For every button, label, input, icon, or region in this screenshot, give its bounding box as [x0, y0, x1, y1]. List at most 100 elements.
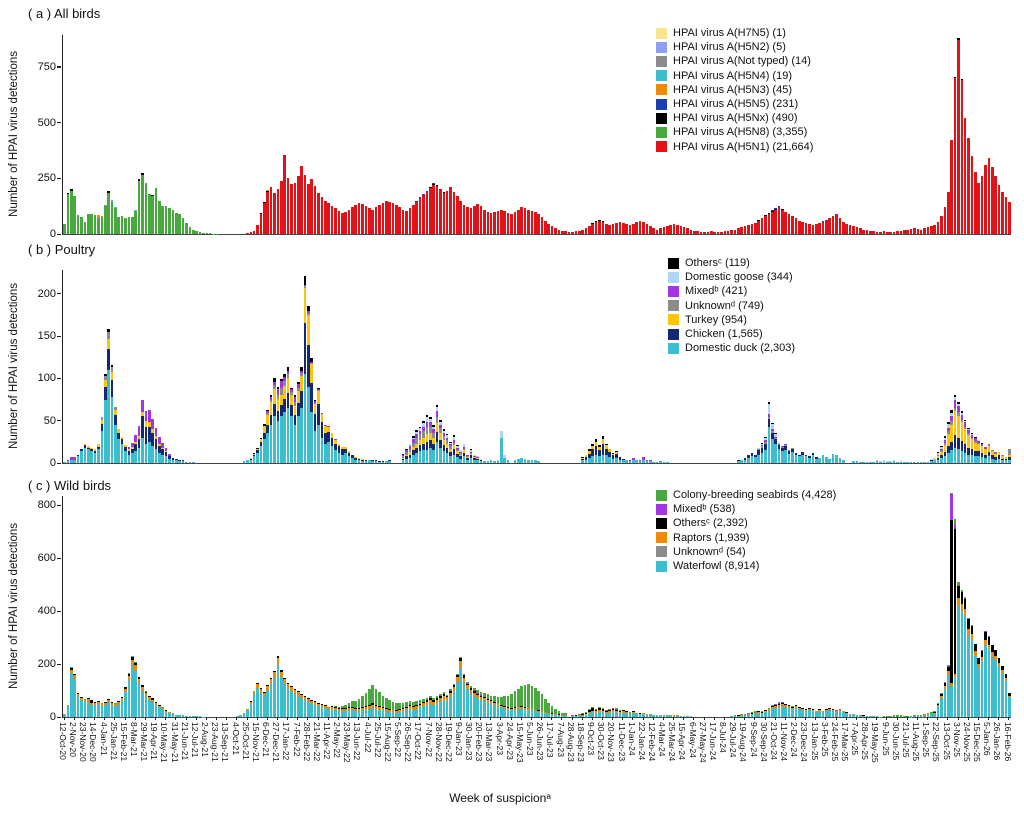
bar-segment — [733, 714, 737, 716]
bar-segment — [283, 412, 286, 463]
bar-segment — [134, 451, 137, 463]
bar-segment — [307, 344, 310, 387]
bar-segment — [391, 701, 395, 710]
bar-segment — [489, 700, 493, 702]
bar-segment — [506, 212, 510, 234]
bar-segment — [886, 461, 889, 463]
bar-segment — [449, 446, 452, 449]
x-tick-label: 4-Jul-22 — [362, 722, 373, 753]
bar — [984, 631, 987, 717]
bar-segment — [442, 699, 446, 717]
bar-segment — [175, 212, 178, 234]
bar-segment — [401, 455, 405, 457]
x-tick-mark — [998, 717, 1000, 720]
legend-row: Domestic goose (344) — [668, 270, 795, 284]
bar-segment — [506, 707, 510, 709]
bar — [110, 701, 114, 717]
x-tick-label: 1-Jan-24 — [626, 722, 637, 756]
bar — [957, 582, 960, 717]
bar — [506, 460, 510, 463]
x-tick-mark — [104, 717, 106, 720]
bar-segment — [503, 455, 507, 458]
bar-segment — [804, 711, 808, 717]
bar — [520, 686, 523, 717]
bar — [842, 459, 845, 463]
bar — [151, 698, 154, 717]
bar-segment — [103, 380, 107, 387]
bar-segment — [913, 716, 916, 717]
bar-segment — [107, 348, 110, 370]
bar — [401, 209, 405, 234]
bar-segment — [476, 692, 479, 694]
bar — [943, 207, 947, 234]
bar-segment — [205, 233, 209, 234]
bar-segment — [882, 231, 886, 234]
bar — [787, 450, 791, 463]
x-tick-label: 15-Aug-22 — [382, 722, 393, 762]
bar — [320, 197, 324, 234]
bar-segment — [351, 706, 354, 708]
bar — [652, 462, 655, 463]
bar-segment — [740, 227, 744, 234]
legend-swatch — [656, 98, 667, 110]
x-tick-label: 13-Jan-25 — [809, 722, 820, 761]
bar-segment — [950, 519, 953, 684]
legend-row: HPAI virus A(H5N3) (45) — [656, 83, 813, 97]
bar — [442, 692, 446, 717]
bar-segment — [435, 696, 439, 699]
bar-segment — [327, 426, 330, 432]
bar-segment — [286, 688, 290, 717]
bar-segment — [980, 445, 984, 447]
bar-segment — [476, 697, 479, 717]
bar-segment — [588, 226, 591, 234]
bar — [682, 227, 686, 234]
bar — [747, 455, 750, 463]
bar — [168, 208, 171, 234]
bar-segment — [428, 188, 432, 234]
bar — [814, 457, 818, 463]
bar — [445, 694, 449, 717]
bar-segment — [141, 685, 144, 687]
bar-segment — [791, 447, 794, 449]
bar-segment — [83, 700, 87, 703]
bar — [869, 230, 872, 234]
bar-segment — [858, 228, 862, 234]
bar-segment — [259, 437, 263, 439]
bar-segment — [154, 435, 158, 440]
bar-segment — [110, 704, 114, 717]
bar — [134, 435, 137, 463]
bar-segment — [831, 708, 835, 710]
bar-segment — [977, 440, 981, 442]
bar — [334, 706, 337, 717]
bar-segment — [774, 706, 777, 708]
bar-segment — [87, 449, 90, 463]
bar-segment — [936, 704, 940, 707]
bar-segment — [547, 713, 551, 717]
bar-segment — [946, 666, 950, 671]
panel-b-legend: Othersᶜ (119) Domestic goose (344) Mixedᵇ … — [668, 256, 795, 355]
bar-segment — [990, 167, 994, 234]
bar — [368, 208, 371, 234]
bar — [279, 670, 283, 717]
bar — [263, 201, 266, 234]
bar — [706, 231, 710, 234]
bar — [158, 200, 161, 234]
bar — [340, 446, 344, 463]
x-tick-mark — [205, 717, 207, 720]
bar-segment — [107, 369, 110, 463]
y-tick-label: 200 — [37, 658, 56, 670]
x-tick-label: 11-Aug-25 — [911, 722, 922, 762]
bar-segment — [66, 459, 70, 462]
bar-segment — [307, 699, 310, 703]
bar-segment — [946, 664, 950, 666]
legend-swatch — [656, 55, 667, 67]
x-tick-label: 2-Nov-20 — [68, 722, 79, 757]
bar-segment — [317, 702, 320, 704]
bar-segment — [435, 416, 439, 424]
bar-segment — [760, 443, 764, 446]
x-tick-mark — [327, 717, 329, 720]
bar — [561, 712, 564, 717]
bar — [73, 457, 77, 463]
bar — [80, 696, 83, 717]
bar-segment — [66, 704, 70, 706]
